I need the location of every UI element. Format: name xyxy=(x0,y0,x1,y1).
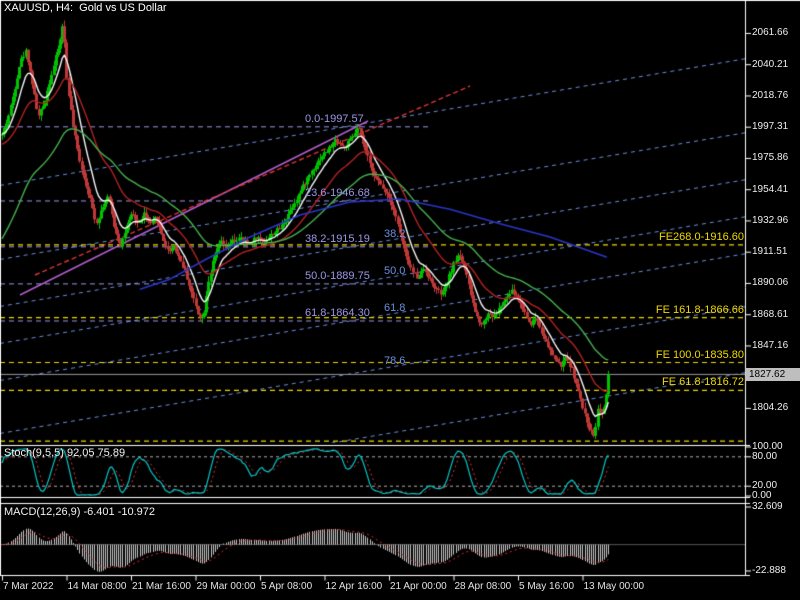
current-price-value: 1827.62 xyxy=(749,369,786,380)
current-price-tag: 1827.62 xyxy=(746,368,800,381)
